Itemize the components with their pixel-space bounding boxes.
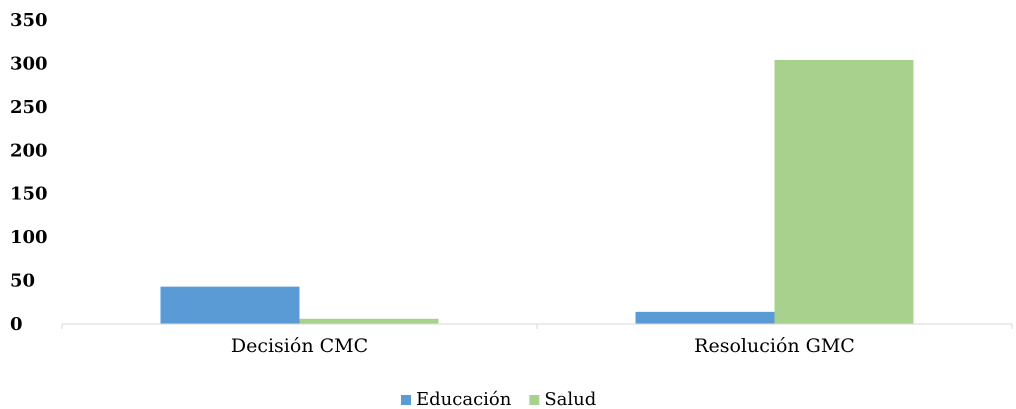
y-tick-label: 100 bbox=[10, 227, 48, 248]
x-axis-labels: Decisión CMC Resolución GMC bbox=[231, 335, 855, 357]
legend-label: Educación bbox=[416, 389, 512, 409]
y-tick-label: 0 bbox=[10, 314, 23, 335]
bar bbox=[160, 286, 300, 324]
y-tick-label: 150 bbox=[10, 184, 48, 205]
legend-swatch bbox=[529, 395, 540, 405]
x-axis-tick-marks bbox=[61, 324, 1013, 329]
y-axis-ticks: 0 50 100 150 200 250 300 350 bbox=[10, 10, 48, 335]
y-tick-label: 350 bbox=[10, 10, 48, 31]
legend: Educación Salud bbox=[401, 389, 596, 409]
bar bbox=[635, 311, 775, 324]
legend-swatch bbox=[401, 395, 411, 405]
y-tick-label: 50 bbox=[10, 271, 35, 292]
y-tick-label: 200 bbox=[10, 140, 48, 161]
y-tick-label: 250 bbox=[10, 97, 48, 118]
legend-label: Salud bbox=[544, 389, 596, 409]
bar bbox=[774, 59, 914, 324]
y-tick-label: 300 bbox=[10, 53, 48, 74]
bar bbox=[299, 318, 439, 324]
x-category-label: Resolución GMC bbox=[694, 335, 855, 357]
x-category-label: Decisión CMC bbox=[231, 335, 368, 357]
bars bbox=[160, 59, 914, 324]
